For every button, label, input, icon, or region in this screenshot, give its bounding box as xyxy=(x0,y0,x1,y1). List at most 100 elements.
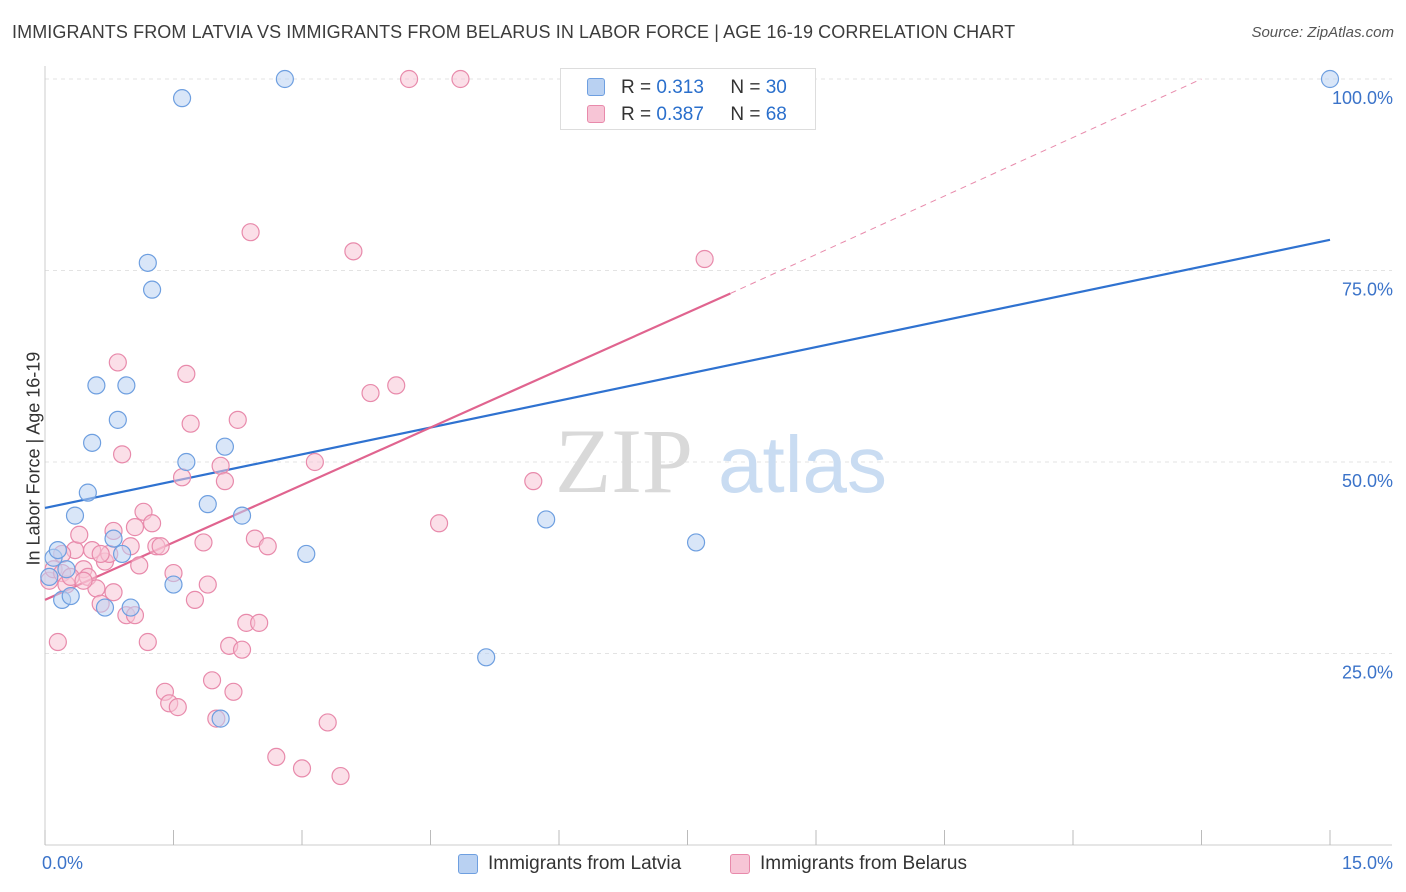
latvia-point xyxy=(1320,69,1340,89)
x-tick-label: 0.0% xyxy=(42,853,83,873)
latvia-point xyxy=(48,540,67,560)
latvia-point xyxy=(112,544,132,564)
legend-n-label: N = xyxy=(730,104,761,125)
latvia-point xyxy=(78,483,97,502)
belarus-point xyxy=(361,383,380,403)
belarus-point xyxy=(108,353,127,372)
latvia-point xyxy=(297,544,316,564)
y-axis-label: In Labor Force | Age 16-19 xyxy=(23,351,44,566)
belarus-point xyxy=(399,69,419,89)
belarus-point xyxy=(241,223,260,242)
latvia-point xyxy=(95,598,115,617)
belarus-point xyxy=(138,632,157,652)
bottom-legend-label: Immigrants from Latvia xyxy=(488,853,682,874)
latvia-point xyxy=(57,560,76,579)
belarus-point xyxy=(48,632,67,652)
latvia-point xyxy=(686,533,706,552)
latvia-point xyxy=(164,575,183,594)
belarus-point xyxy=(250,613,269,632)
belarus-point xyxy=(695,249,714,269)
legend-r-label: R = xyxy=(621,77,652,98)
x-tick-label: 15.0% xyxy=(1342,853,1393,873)
latvia-point xyxy=(215,437,234,456)
legend-r-label: R = xyxy=(621,104,652,125)
belarus-point xyxy=(168,698,187,717)
belarus-point xyxy=(172,468,192,487)
belarus-point xyxy=(70,525,89,544)
belarus-point xyxy=(211,456,230,475)
y-tick-label: 75.0% xyxy=(1342,280,1393,300)
belarus-point xyxy=(177,364,196,384)
legend-r-value: 0.313 xyxy=(656,77,704,98)
belarus-point xyxy=(142,514,162,533)
legend-n-label: N = xyxy=(730,77,761,98)
grid-lines xyxy=(45,78,1392,654)
belarus-point xyxy=(331,766,350,786)
bottom-legend-label: Immigrants from Belarus xyxy=(760,853,967,874)
latvia-trend-line xyxy=(44,238,1331,510)
latvia-swatch xyxy=(458,854,478,874)
source-credit: Source: ZipAtlas.com xyxy=(1251,24,1394,41)
belarus-point xyxy=(292,759,312,778)
y-tick-label: 50.0% xyxy=(1342,471,1393,491)
latvia-point xyxy=(275,69,294,89)
belarus-point xyxy=(125,518,145,537)
belarus-point xyxy=(151,537,170,556)
latvia-point xyxy=(177,452,196,472)
belarus-point xyxy=(451,69,470,89)
latvia-point xyxy=(142,280,162,299)
belarus-point xyxy=(181,414,200,433)
latvia-point xyxy=(61,586,80,606)
belarus-point xyxy=(202,671,222,690)
latvia-point xyxy=(172,89,192,108)
belarus-point xyxy=(429,514,449,533)
belarus-point xyxy=(224,682,243,701)
y-tick-label: 25.0% xyxy=(1342,663,1393,683)
belarus-point xyxy=(228,410,247,429)
latvia-point xyxy=(108,410,127,429)
watermark: ZIP atlas xyxy=(555,410,887,512)
correlation-legend: R = 0.313 N = 30 R = 0.387 N = 68 xyxy=(560,68,816,130)
belarus-point xyxy=(185,590,205,609)
belarus-swatch xyxy=(587,105,605,123)
latvia-point xyxy=(138,253,157,272)
latvia-point xyxy=(40,567,59,587)
latvia-point xyxy=(104,529,123,548)
belarus-point xyxy=(232,640,252,659)
belarus-point xyxy=(215,472,234,491)
belarus-point xyxy=(524,472,543,491)
data-points xyxy=(40,69,1340,786)
latvia-point xyxy=(117,376,136,395)
latvia-point xyxy=(87,376,106,395)
belarus-point xyxy=(387,376,406,395)
tick-labels: 25.0% 50.0% 75.0% 100.0% 0.0% 15.0% xyxy=(42,88,1393,873)
watermark-zip: ZIP xyxy=(555,410,693,512)
belarus-point xyxy=(258,537,277,556)
legend-n-value: 68 xyxy=(765,104,787,125)
belarus-point xyxy=(104,583,123,602)
belarus-trend-extension xyxy=(730,78,1202,294)
legend-n-value: 30 xyxy=(765,77,787,98)
page-title: IMMIGRANTS FROM LATVIA VS IMMIGRANTS FRO… xyxy=(12,22,1016,42)
belarus-point xyxy=(305,452,324,472)
y-tick-label: 100.0% xyxy=(1332,88,1393,108)
latvia-point xyxy=(477,648,496,667)
legend-r-value: 0.387 xyxy=(656,104,704,125)
belarus-point xyxy=(267,747,286,767)
belarus-point xyxy=(91,544,110,564)
latvia-point xyxy=(198,495,217,514)
latvia-point xyxy=(232,506,252,525)
belarus-point xyxy=(112,445,132,464)
belarus-point xyxy=(318,713,337,732)
latvia-point xyxy=(211,709,230,728)
latvia-point xyxy=(537,510,556,529)
latvia-point xyxy=(121,598,140,617)
belarus-point xyxy=(130,556,149,575)
latvia-point xyxy=(65,506,85,525)
belarus-point xyxy=(344,242,363,261)
latvia-point xyxy=(83,433,102,452)
latvia-swatch xyxy=(587,78,605,96)
belarus-point xyxy=(74,571,93,590)
belarus-swatch xyxy=(730,854,750,874)
